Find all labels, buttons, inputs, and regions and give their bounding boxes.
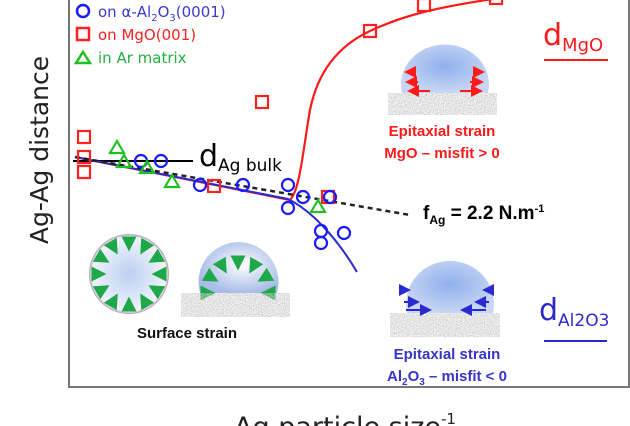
f-ag-label: fAg = 2.2 N.m-1 xyxy=(423,203,544,227)
al2o3-point xyxy=(153,153,169,169)
arrow xyxy=(148,248,166,263)
particle-on-mgo xyxy=(400,44,489,93)
al2o3-point xyxy=(280,200,296,216)
arrow xyxy=(201,267,219,282)
legend-circle-marker xyxy=(75,3,91,19)
legend-triangle-marker xyxy=(73,49,93,65)
d-mgo-label: dMgO xyxy=(543,18,603,56)
al2o3-point xyxy=(192,177,208,193)
mgo-point xyxy=(362,23,378,39)
arrow xyxy=(103,237,118,255)
particle-on-al2o3 xyxy=(406,260,494,313)
al2o3-strain-misfit: Al2O3 – misfit < 0 xyxy=(387,368,507,388)
d-bulk-label: dAg bulk xyxy=(199,139,282,176)
al2o3-data-points xyxy=(133,153,352,251)
substrate xyxy=(181,293,290,317)
mgo-strain-misfit: MgO – misfit > 0 xyxy=(384,145,499,162)
legend-square-marker xyxy=(75,26,91,42)
al2o3-epitaxial-illustration: Epitaxial strain Al2O3 – misfit < 0 xyxy=(387,260,507,388)
legend: on α-Al2O3(0001) on MgO(001) in Ar matri… xyxy=(73,3,226,67)
mgo-strain-title: Epitaxial strain xyxy=(389,123,496,140)
surface-strain-illustration: Surface strain xyxy=(89,234,290,342)
arrow xyxy=(249,256,264,274)
surface-strain-label: Surface strain xyxy=(137,325,237,342)
mgo-point xyxy=(254,94,270,110)
mgo-epitaxial-illustration: Epitaxial strain MgO – misfit > 0 xyxy=(384,44,500,162)
plot-frame xyxy=(68,0,630,388)
arrow xyxy=(140,237,155,255)
ar-point xyxy=(115,152,133,169)
mgo-point xyxy=(76,149,92,165)
al2o3-point xyxy=(313,223,329,239)
ar-data-points xyxy=(108,138,327,214)
mgo-point xyxy=(76,129,92,145)
al2o3-fit-curve xyxy=(74,156,358,273)
legend-ar-label: in Ar matrix xyxy=(98,49,187,67)
ar-point xyxy=(163,172,181,189)
tensile-arrows-icon xyxy=(404,66,485,97)
arrow xyxy=(92,248,110,263)
mgo-substrate xyxy=(388,93,497,115)
arrow xyxy=(212,256,227,274)
mgo-point xyxy=(488,0,504,6)
arrow xyxy=(257,267,275,282)
ar-point xyxy=(138,158,156,175)
ar-point xyxy=(108,138,126,155)
al2o3-point xyxy=(322,189,338,205)
arrow xyxy=(140,293,155,311)
al2o3-point xyxy=(295,189,311,205)
arrow xyxy=(148,285,166,300)
al2o3-substrate xyxy=(390,313,500,337)
al2o3-point xyxy=(235,177,251,193)
compressive-arrows-icon xyxy=(399,284,494,316)
al2o3-strain-title: Epitaxial strain xyxy=(394,346,501,363)
inward-arrows-icon xyxy=(91,236,167,312)
x-axis-label: Ag particle size-1 xyxy=(234,410,456,426)
mgo-fit-curve xyxy=(74,0,495,202)
al2o3-point xyxy=(336,225,352,241)
mgo-point xyxy=(206,178,222,194)
mgo-point xyxy=(76,164,92,180)
ar-point xyxy=(309,197,327,214)
d-al2o3-label: dAl2O3 xyxy=(539,293,609,331)
y-axis-label: Ag-Ag distance xyxy=(25,56,54,244)
legend-al2o3-label: on α-Al2O3(0001) xyxy=(98,3,226,24)
mgo-point xyxy=(416,0,432,13)
legend-mgo-label: on MgO(001) xyxy=(98,26,196,44)
arrow xyxy=(92,285,110,300)
al2o3-point xyxy=(280,177,296,193)
al2o3-point xyxy=(313,235,329,251)
arrow xyxy=(103,293,118,311)
